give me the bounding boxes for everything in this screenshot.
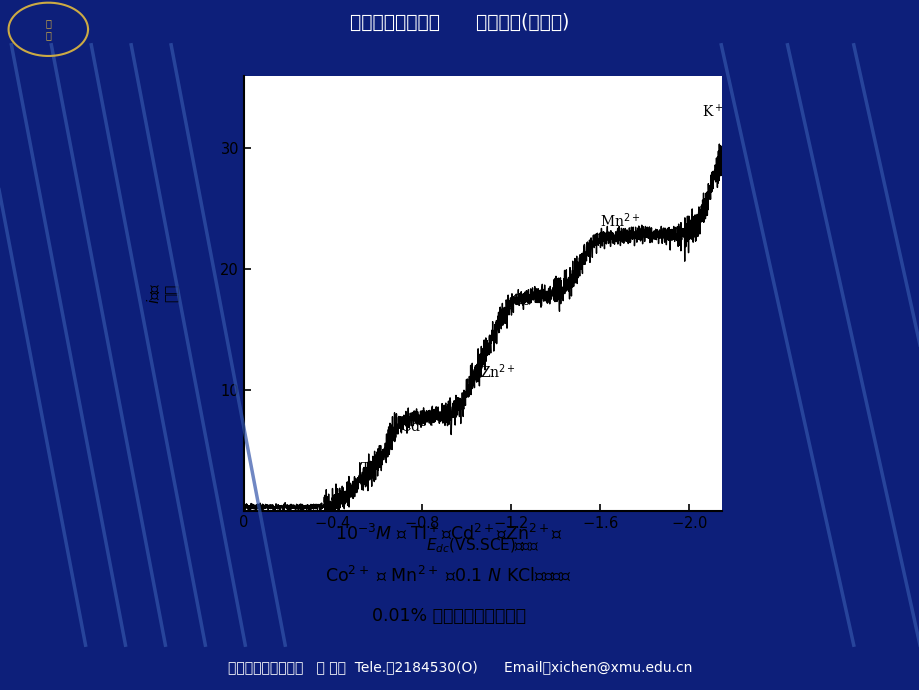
X-axis label: $E_{dc}$(VS.SCE)（伏）: $E_{dc}$(VS.SCE)（伏） xyxy=(425,537,539,555)
Text: 设计与编写教师：陈   曦 教授  Tele.：2184530(O)      Email：xichen@xmu.edu.cn: 设计与编写教师：陈 曦 教授 Tele.：2184530(O) Email：xi… xyxy=(228,660,691,675)
Text: Co$^{2+}$ 和 Mn$^{2+}$ 在0.1 $N$ KCl溶液（含: Co$^{2+}$ 和 Mn$^{2+}$ 在0.1 $N$ KCl溶液（含 xyxy=(324,565,572,584)
Text: 厦
大: 厦 大 xyxy=(45,19,51,40)
Text: K$^+$: K$^+$ xyxy=(701,104,723,121)
Text: 厦门大学精品课程      仗器分析(含实验): 厦门大学精品课程 仗器分析(含实验) xyxy=(350,13,569,32)
Text: $10^{-3}M$ 的 Tl$^+$、Cd$^{2+}$、Zn$^{2+}$、: $10^{-3}M$ 的 Tl$^+$、Cd$^{2+}$、Zn$^{2+}$、 xyxy=(335,524,562,543)
Text: 0.01% 动物胶）中的极谱图: 0.01% 动物胶）中的极谱图 xyxy=(371,607,525,624)
Text: Cd$^{2+}$: Cd$^{2+}$ xyxy=(399,417,436,435)
Text: $i$（微
安）: $i$（微 安） xyxy=(145,282,179,304)
Text: Zn$^{2+}$: Zn$^{2+}$ xyxy=(479,362,515,381)
Text: Mn$^{2+}$: Mn$^{2+}$ xyxy=(599,212,640,230)
Text: Co$^{2+}$: Co$^{2+}$ xyxy=(510,290,547,308)
Text: Tl$^+$: Tl$^+$ xyxy=(359,460,384,477)
